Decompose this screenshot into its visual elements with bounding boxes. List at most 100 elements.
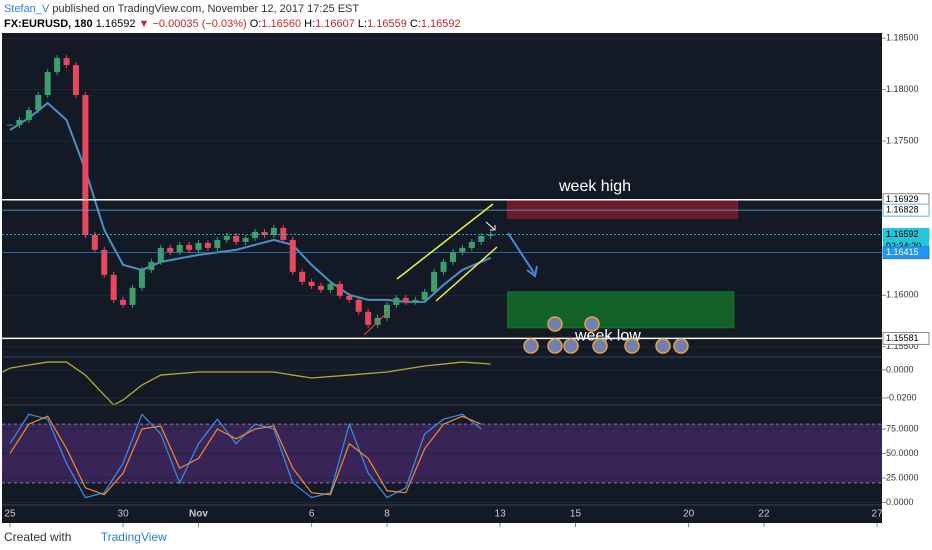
candle xyxy=(63,58,70,66)
candle xyxy=(402,297,409,302)
ohlc: O:1.16560 H:1.16607 L:1.16559 C:1.16592 xyxy=(250,18,464,30)
ohlc-value: 1.16559 xyxy=(367,18,407,30)
candle xyxy=(327,283,334,290)
candle xyxy=(195,242,202,250)
candle xyxy=(82,95,89,235)
indicator-line xyxy=(9,415,482,496)
candle xyxy=(242,237,249,242)
channel-line xyxy=(396,203,494,280)
x-tick-label: 13 xyxy=(495,509,507,520)
stochastic-pane: 75.0000 50.0000 25.0000 0.0000 xyxy=(2,413,919,507)
candle xyxy=(186,244,193,250)
brand[interactable]: TradingView xyxy=(100,530,167,544)
candle xyxy=(35,95,42,111)
candle xyxy=(101,249,108,275)
candle xyxy=(336,283,343,296)
candle xyxy=(355,299,362,312)
candle xyxy=(449,251,456,262)
author[interactable]: Stefan_V xyxy=(4,3,50,15)
candle xyxy=(91,234,98,250)
candle xyxy=(110,274,117,300)
candle xyxy=(252,231,259,238)
y-tick-label: 1.16000 xyxy=(886,290,919,300)
x-tick-label: 15 xyxy=(570,509,582,520)
candle xyxy=(365,311,372,325)
arrow-head xyxy=(526,265,538,278)
candle xyxy=(54,58,61,73)
price-tag xyxy=(882,246,930,260)
candle xyxy=(72,65,79,96)
candle xyxy=(129,287,136,305)
y-tick-label: 1.15500 xyxy=(886,341,919,351)
ohlc-label: L: xyxy=(357,18,368,30)
candle xyxy=(25,110,32,121)
ohlc-value: 1.16560 xyxy=(261,18,302,30)
candle xyxy=(459,247,466,252)
candle xyxy=(289,239,296,272)
x-tick-label: 30 xyxy=(118,509,130,520)
trend-line xyxy=(363,309,391,336)
y-tick-label: 1.18000 xyxy=(886,84,919,94)
candle xyxy=(280,227,287,240)
x-tick-label: 22 xyxy=(758,509,770,520)
y-tick-label: 75.0000 xyxy=(886,423,919,433)
candle xyxy=(468,241,475,248)
price-tag xyxy=(882,331,930,345)
symbol-line: FX:EURUSD, 180 1.16592 ▼ −0.00035 (−0.03… xyxy=(4,18,464,30)
footer: Created with TradingView xyxy=(4,530,167,544)
y-tick-label: 1.17500 xyxy=(886,135,919,145)
candle xyxy=(487,234,494,236)
candle xyxy=(233,235,240,242)
candle xyxy=(176,244,183,252)
channel-line xyxy=(435,246,498,302)
header: Stefan_V published on TradingView.com, N… xyxy=(4,3,359,15)
y-tick-label: 0.0000 xyxy=(886,497,914,507)
candle xyxy=(431,271,438,292)
x-tick-label: 27 xyxy=(872,509,884,520)
candle xyxy=(157,247,164,262)
x-tick-label: 6 xyxy=(309,509,315,520)
candle xyxy=(167,247,174,252)
candle xyxy=(214,239,221,248)
candle xyxy=(393,297,400,305)
candle xyxy=(299,271,306,282)
candle xyxy=(44,72,51,96)
candle xyxy=(308,281,315,286)
countdown: 02:34:20 xyxy=(886,241,921,251)
indicator-line xyxy=(2,361,491,406)
candle xyxy=(120,299,127,305)
candle xyxy=(440,261,447,272)
y-tick-label: 0.0000 xyxy=(886,364,914,374)
candle xyxy=(383,304,390,318)
ohlc-label: O: xyxy=(249,18,262,30)
x-tick-label: Nov xyxy=(189,509,208,520)
ohlc-value: 1.16592 xyxy=(420,18,461,30)
arrow xyxy=(507,232,535,274)
candle xyxy=(261,231,268,235)
x-tick-label: 25 xyxy=(4,509,16,520)
zone xyxy=(507,199,739,219)
y-tick-label: 1.18500 xyxy=(886,33,919,43)
arrow xyxy=(485,221,496,231)
x-axis: 25 30 Nov 6 8 13 15 20 22 27 xyxy=(4,509,883,527)
x-tick-label: 20 xyxy=(683,509,695,520)
price-tag-label: 1.16929 xyxy=(886,194,919,204)
zone xyxy=(507,291,735,329)
drawings xyxy=(363,203,689,354)
candle xyxy=(412,299,419,302)
candle xyxy=(204,242,211,248)
annotation: week high xyxy=(558,178,631,195)
change: ▼ −0.00035 (−0.03%) xyxy=(138,18,247,30)
price-tag-label: 1.16592 xyxy=(886,229,919,239)
x-tick-label: 8 xyxy=(384,509,390,520)
candle xyxy=(148,261,155,270)
candle xyxy=(421,291,428,300)
oscillator-pane: 0.0000 -0.0200 xyxy=(2,361,917,406)
price-tag xyxy=(882,203,930,217)
annotation: week low xyxy=(574,328,641,345)
last: 1.16592 xyxy=(95,18,136,30)
candle xyxy=(270,227,277,235)
candle xyxy=(318,285,325,290)
price-tag-label: 1.16828 xyxy=(886,205,919,215)
